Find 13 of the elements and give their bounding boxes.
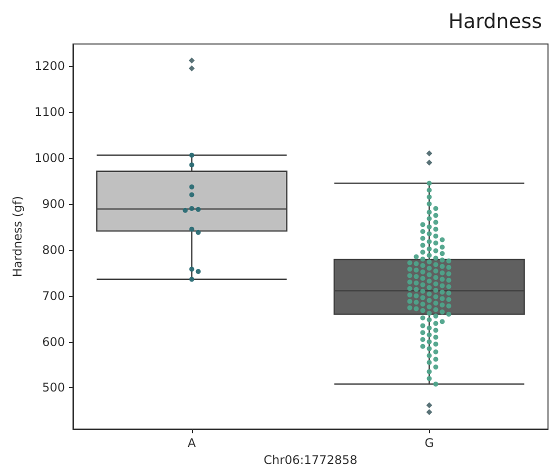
x-tick-label: A [188, 436, 197, 450]
y-tick-label: 800 [42, 242, 65, 257]
y-tick-label: 1200 [34, 59, 65, 74]
x-tick-label: G [424, 436, 434, 450]
y-tick-label: 700 [42, 288, 65, 303]
chart-title: Hardness [448, 9, 542, 33]
x-axis-title: Chr06:1772858 [264, 453, 358, 467]
y-tick-label: 600 [42, 334, 65, 349]
y-tick-label: 1000 [34, 150, 65, 165]
y-tick-label: 1100 [34, 105, 65, 120]
y-tick-label: 500 [42, 380, 65, 395]
y-tick-label: 900 [42, 196, 65, 211]
y-axis-title: Hardness (gf) [10, 196, 25, 278]
